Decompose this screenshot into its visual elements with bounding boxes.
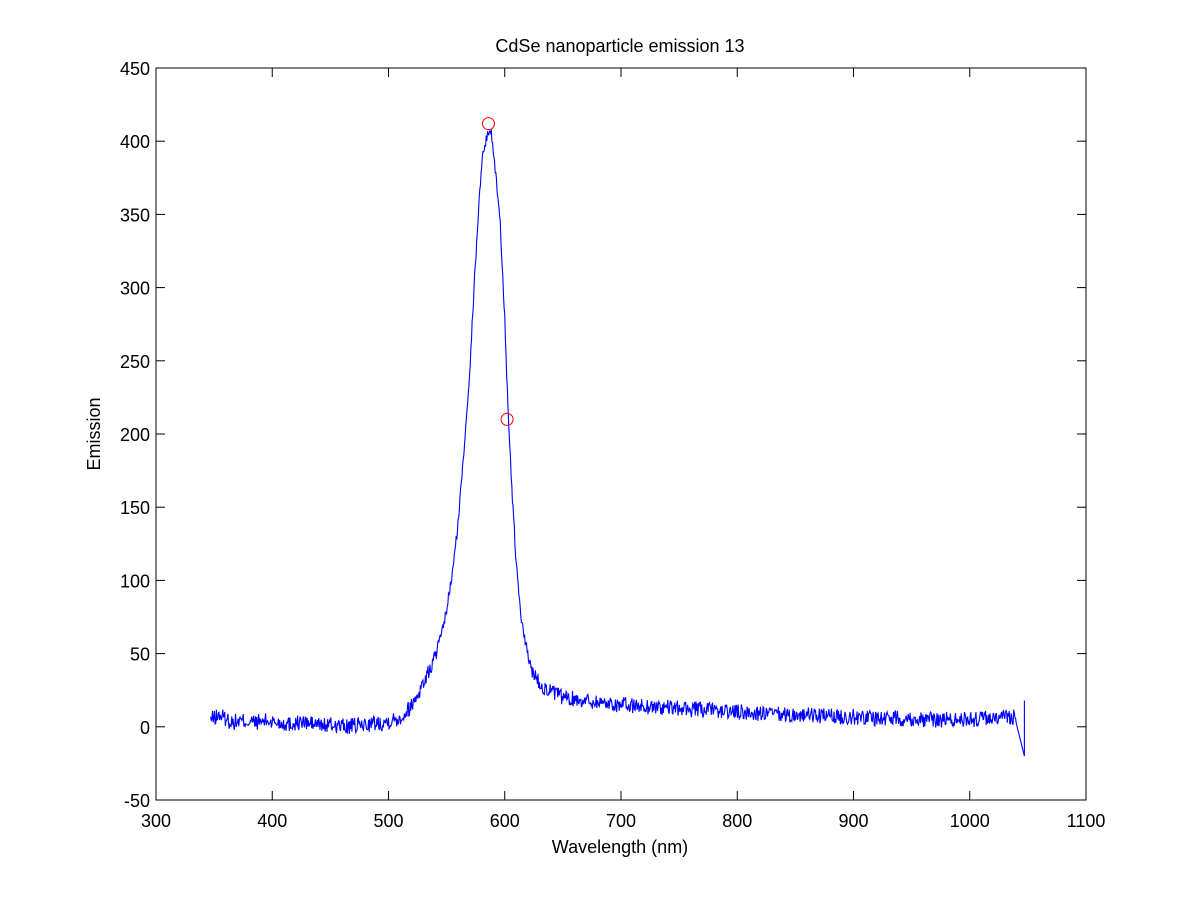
chart-title: CdSe nanoparticle emission 13 [495, 36, 744, 56]
x-tick-label: 300 [141, 811, 171, 831]
y-tick-label: -50 [124, 791, 150, 811]
x-tick-label: 900 [838, 811, 868, 831]
x-tick-label: 600 [490, 811, 520, 831]
y-tick-label: 450 [120, 59, 150, 79]
y-tick-label: 400 [120, 132, 150, 152]
x-tick-label: 1100 [1067, 811, 1106, 831]
y-tick-label: 100 [120, 571, 150, 591]
plot-area [155, 67, 1087, 801]
x-tick-label: 500 [373, 811, 403, 831]
y-tick-labels: -50 0 50 100 150 200 250 300 350 400 450 [120, 59, 150, 811]
emission-series-line [210, 129, 1025, 757]
y-tick-label: 200 [120, 425, 150, 445]
x-tick-label: 400 [257, 811, 287, 831]
x-tick-label: 1000 [950, 811, 990, 831]
peak-marker [481, 117, 495, 131]
y-tick-label: 250 [120, 352, 150, 372]
x-tick-label: 700 [606, 811, 636, 831]
x-axis-label: Wavelength (nm) [552, 837, 688, 857]
y-tick-label: 300 [120, 279, 150, 299]
y-tick-label: 150 [120, 498, 150, 518]
peak-marker [500, 412, 514, 426]
x-tick-label: 800 [722, 811, 752, 831]
tick-marks [155, 67, 1087, 801]
peak-markers [481, 117, 514, 426]
x-tick-labels: 300 400 500 600 700 800 900 1000 1100 [141, 811, 1105, 831]
y-tick-label: 0 [140, 718, 150, 738]
y-tick-label: 350 [120, 205, 150, 225]
y-tick-label: 50 [130, 645, 150, 665]
y-axis-label: Emission [84, 397, 104, 470]
